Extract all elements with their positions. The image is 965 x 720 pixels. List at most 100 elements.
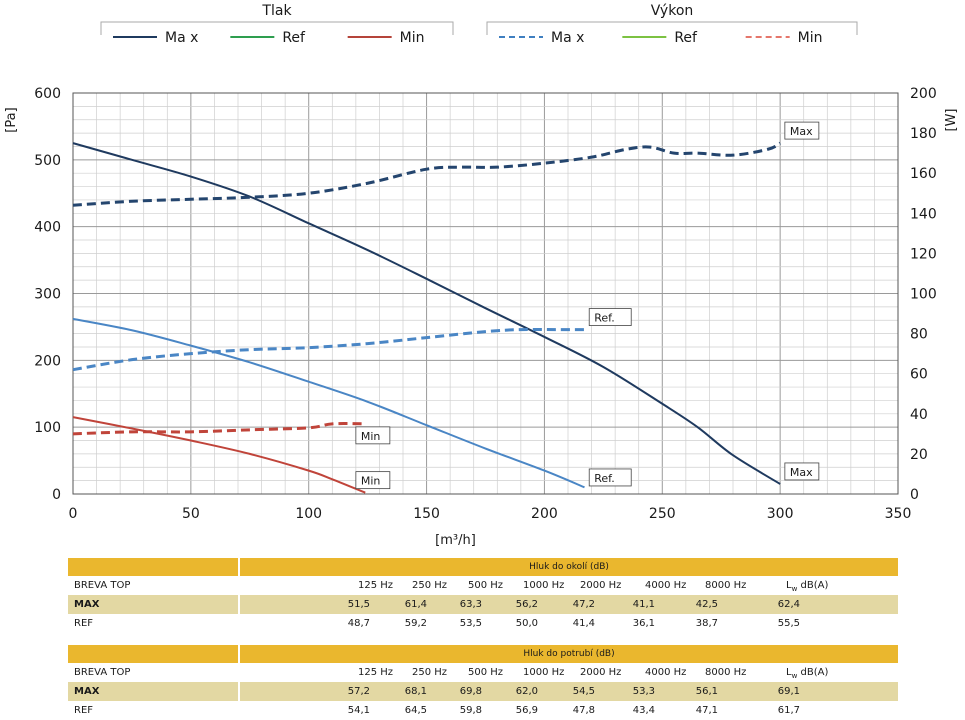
row-label: BREVA TOP <box>74 580 131 591</box>
y-tick-label: 300 <box>34 287 61 303</box>
legend-label: Min <box>798 30 823 46</box>
table-cell: 56,1 <box>695 686 718 697</box>
frequency-label: 125 Hz <box>358 580 394 591</box>
y2-tick-label: 0 <box>910 487 919 503</box>
row-name: MAX <box>74 599 100 610</box>
table-cell: 48,7 <box>347 618 370 629</box>
frequency-label: 1000 Hz <box>523 667 565 678</box>
annotation-box <box>355 471 391 490</box>
series-line-3 <box>72 141 781 207</box>
frequency-label: 2000 Hz <box>580 580 622 591</box>
table-cell: 59,2 <box>404 618 427 629</box>
series-line-4 <box>72 327 585 372</box>
legend-label: Ma x <box>165 30 198 46</box>
frequency-label: 4000 Hz <box>645 667 687 678</box>
table-cell: 55,5 <box>777 618 800 629</box>
legend-label: Ref <box>674 30 698 46</box>
chart-area: 0 50 100 150 200 250 300 3500100200300400500600… <box>4 3 959 548</box>
legend-bracket <box>486 21 858 35</box>
frequency-label: 2000 Hz <box>580 667 622 678</box>
annotation-label: Max <box>790 125 813 138</box>
annotation-box <box>355 426 391 445</box>
x-tick-label: 200 <box>531 506 558 522</box>
table-cell: 57,2 <box>347 686 370 697</box>
y2-tick-label: 180 <box>910 126 937 142</box>
frequency-row: BREVA TOP 125 Hz 250 Hz 500 Hz 1000 Hz 2000 H… <box>68 663 898 682</box>
y2-tick-label: 60 <box>910 367 928 383</box>
y-tick-label: 400 <box>34 220 61 236</box>
annotation-label: Ref. <box>594 472 615 485</box>
y2-tick-label: 200 <box>910 86 937 102</box>
y2-tick-label: 120 <box>910 246 937 262</box>
table-header-left <box>68 558 238 576</box>
row-separator <box>238 595 240 614</box>
row-name: MAX <box>74 686 100 697</box>
x-tick-label: 0 <box>69 506 78 522</box>
row-label: BREVA TOP <box>74 667 131 678</box>
legend-bracket <box>100 21 454 35</box>
table-cell: 42,5 <box>695 599 718 610</box>
noise-table: Hluk do okolí (dB) BREVA TOP 125 Hz 250 Hz 5… <box>68 558 898 633</box>
x-tick-label: 250 <box>649 506 676 522</box>
table-cell: 54,5 <box>572 686 595 697</box>
table-cell: 38,7 <box>695 618 718 629</box>
frequency-label: 8000 Hz <box>705 580 747 591</box>
table-cell: 47,1 <box>695 705 718 716</box>
legend-group-title: Tlak <box>261 3 292 19</box>
table-cell: 41,1 <box>632 599 655 610</box>
y-tick-label: 0 <box>52 487 61 503</box>
table-cell: 62,0 <box>515 686 538 697</box>
plot-frame <box>72 92 899 495</box>
table-row: REF 48,7 59,2 53,5 50,0 41,4 36,1 38,7 55,5 <box>68 614 898 633</box>
table-cell: 69,8 <box>459 686 482 697</box>
annotation-label: Ref. <box>594 312 615 325</box>
y2-tick-label: 100 <box>910 287 937 303</box>
frequency-label: 500 Hz <box>468 667 504 678</box>
legend-label: Ma x <box>551 30 584 46</box>
frequency-label: 4000 Hz <box>645 580 687 591</box>
table-cell: 64,5 <box>404 705 427 716</box>
annotation-label: Max <box>790 466 813 479</box>
table-cell: 61,7 <box>777 705 800 716</box>
annotation-box <box>784 462 820 481</box>
y-tick-label: 600 <box>34 86 61 102</box>
y2-tick-label: 140 <box>910 206 937 222</box>
table-cell: 43,4 <box>632 705 655 716</box>
y-tick-label: 100 <box>34 420 61 436</box>
table-cell: 47,8 <box>572 705 595 716</box>
lw-label: Lw dB(A) <box>786 580 829 593</box>
table-header-left <box>68 645 238 663</box>
table-cell: 41,4 <box>572 618 595 629</box>
table-cell: 69,1 <box>777 686 800 697</box>
row-name: REF <box>74 618 94 629</box>
y2-tick-label: 80 <box>910 327 928 343</box>
table-row: REF 54,1 64,5 59,8 56,9 47,8 43,4 47,1 61,7 <box>68 701 898 720</box>
x-tick-label: 50 <box>182 506 200 522</box>
noise-table: Hluk do potrubí (dB) BREVA TOP 125 Hz 250 H… <box>68 645 898 720</box>
table-cell: 56,2 <box>515 599 538 610</box>
x-axis-label: [m³/h] <box>435 533 476 548</box>
row-name: REF <box>74 705 94 716</box>
annotation-label: Min <box>361 475 381 488</box>
table-cell: 61,4 <box>404 599 427 610</box>
y2-axis-label: [W] <box>944 109 959 132</box>
series-line-2 <box>72 416 366 494</box>
table-cell: 53,3 <box>632 686 655 697</box>
annotation-box <box>784 121 820 140</box>
table-cell: 56,9 <box>515 705 538 716</box>
table-cell: 50,0 <box>515 618 538 629</box>
frequency-label: 500 Hz <box>468 580 504 591</box>
table-cell: 36,1 <box>632 618 655 629</box>
table-cell: 68,1 <box>404 686 427 697</box>
series-line-5 <box>72 422 366 436</box>
table-title: Hluk do okolí (dB) <box>240 558 898 576</box>
frequency-row: BREVA TOP 125 Hz 250 Hz 500 Hz 1000 Hz 2000 H… <box>68 576 898 595</box>
frequency-label: 8000 Hz <box>705 667 747 678</box>
table-cell: 62,4 <box>777 599 800 610</box>
table-cell: 53,5 <box>459 618 482 629</box>
x-tick-label: 350 <box>885 506 912 522</box>
table-header: Hluk do okolí (dB) <box>68 558 898 576</box>
table-cell: 51,5 <box>347 599 370 610</box>
x-tick-label: 300 <box>767 506 794 522</box>
annotation-box <box>588 308 632 326</box>
